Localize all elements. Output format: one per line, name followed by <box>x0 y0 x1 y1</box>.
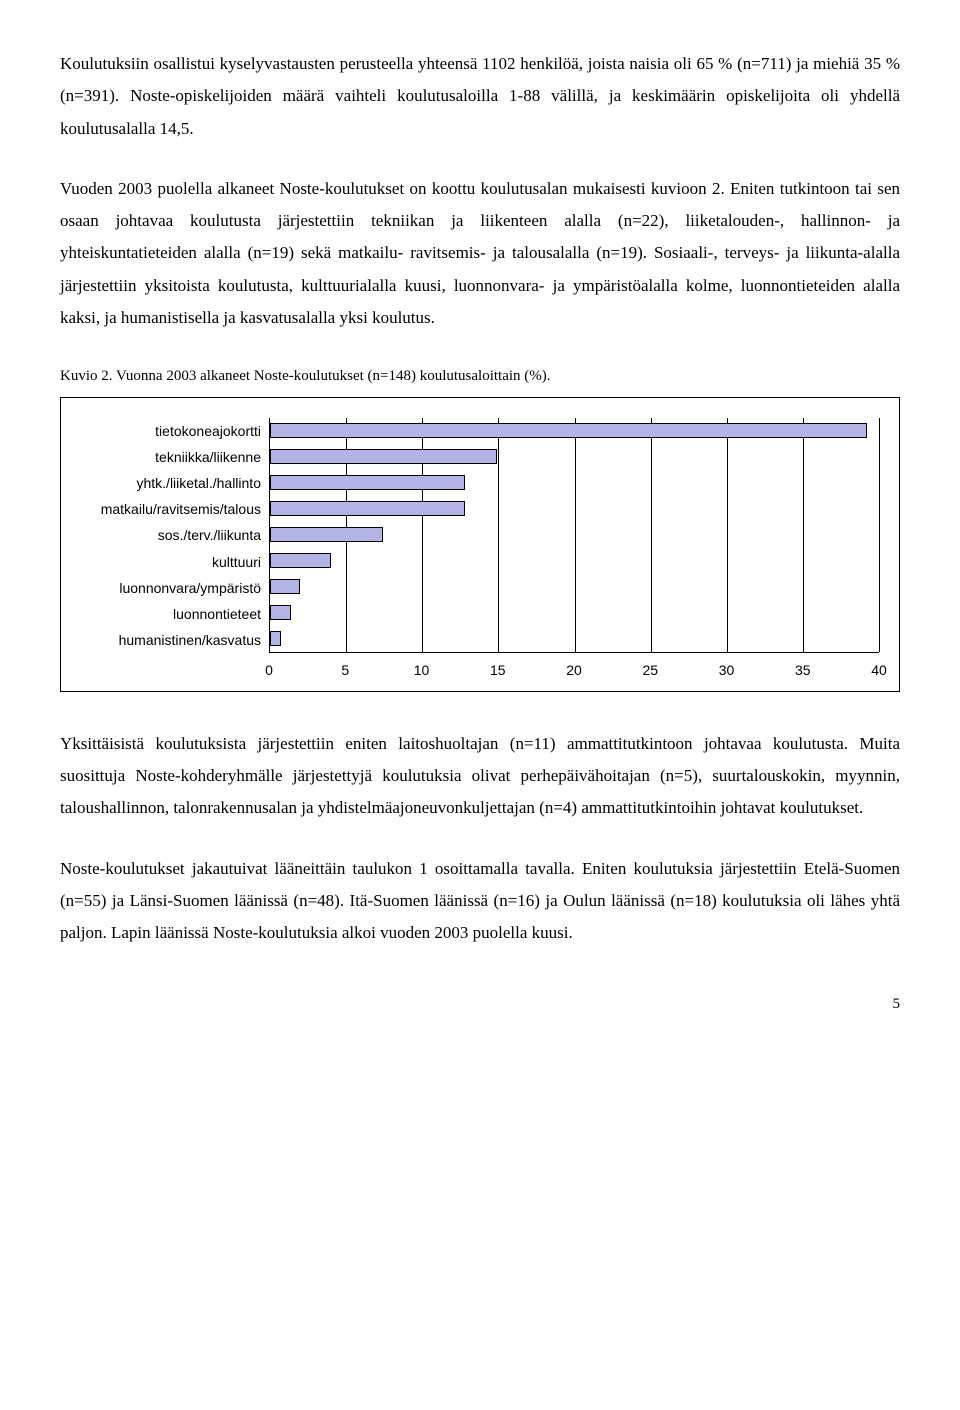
bar-row <box>270 626 879 652</box>
chart-plot <box>269 418 879 653</box>
y-axis-label: luonnontieteet <box>173 603 261 625</box>
x-axis-tick: 30 <box>719 657 735 684</box>
paragraph-2: Vuoden 2003 puolella alkaneet Noste-koul… <box>60 173 900 334</box>
chart-bar <box>270 553 331 568</box>
y-axis-labels: tietokoneajokortti tekniikka/liikenne yhtk… <box>81 418 269 653</box>
y-axis-label: luonnonvara/ympäristö <box>119 577 261 599</box>
y-axis-label: tekniikka/liikenne <box>155 446 261 468</box>
page-number: 5 <box>60 990 900 1019</box>
bar-row <box>270 600 879 626</box>
grid-line <box>879 418 880 652</box>
bar-row <box>270 548 879 574</box>
x-axis-tick: 15 <box>490 657 506 684</box>
y-axis-label: humanistinen/kasvatus <box>119 629 261 651</box>
bar-row <box>270 522 879 548</box>
y-axis-label: matkailu/ravitsemis/talous <box>101 498 261 520</box>
y-axis-label: yhtk./liiketal./hallinto <box>136 472 261 494</box>
chart-bar <box>270 579 300 594</box>
chart-bar <box>270 501 465 516</box>
bar-row <box>270 418 879 444</box>
chart-bar <box>270 475 465 490</box>
chart-caption: Kuvio 2. Vuonna 2003 alkaneet Noste-koul… <box>60 362 900 391</box>
x-axis-tick: 25 <box>642 657 658 684</box>
chart-bar <box>270 527 383 542</box>
chart-bar <box>270 423 867 438</box>
chart-bar <box>270 449 497 464</box>
x-axis-tick: 5 <box>341 657 349 684</box>
y-axis-label: sos./terv./liikunta <box>158 524 261 546</box>
paragraph-4: Noste-koulutukset jakautuivat lääneittäi… <box>60 853 900 950</box>
paragraph-1: Koulutuksiin osallistui kyselyvastausten… <box>60 48 900 145</box>
x-axis: 0510152025303540 <box>81 657 879 677</box>
bar-row <box>270 496 879 522</box>
chart-container: tietokoneajokortti tekniikka/liikenne yhtk… <box>60 397 900 692</box>
x-axis-tick: 40 <box>871 657 887 684</box>
paragraph-3: Yksittäisistä koulutuksista järjestettii… <box>60 728 900 825</box>
bar-row <box>270 574 879 600</box>
x-axis-tick: 35 <box>795 657 811 684</box>
chart-bars <box>270 418 879 652</box>
bar-row <box>270 470 879 496</box>
x-axis-ticks: 0510152025303540 <box>269 657 879 677</box>
chart-bar <box>270 631 281 646</box>
chart-bar <box>270 605 291 620</box>
y-axis-label: kulttuuri <box>212 551 261 573</box>
bar-row <box>270 444 879 470</box>
x-axis-tick: 0 <box>265 657 273 684</box>
chart-area: tietokoneajokortti tekniikka/liikenne yhtk… <box>81 418 879 653</box>
y-axis-label: tietokoneajokortti <box>155 420 261 442</box>
x-axis-tick: 20 <box>566 657 582 684</box>
x-axis-tick: 10 <box>414 657 430 684</box>
